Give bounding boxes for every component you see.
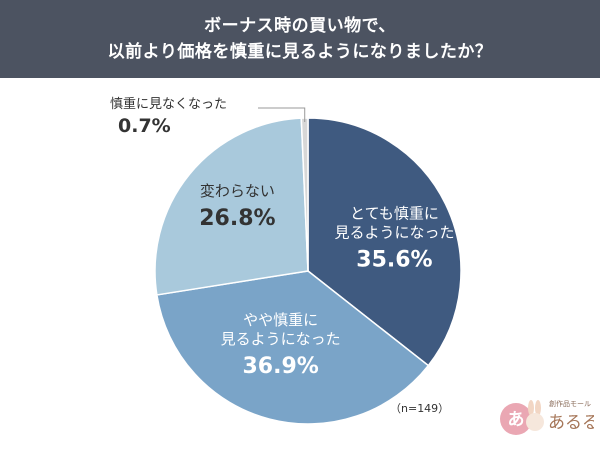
slice-percent-label: 0.7% [118,115,171,137]
title-line-2: 以前より価格を慎重に見るようになりましたか？ [107,42,493,62]
logo-badge-icon [500,403,532,435]
pie-slice [154,117,309,296]
slice-label: やや慎重に [243,311,318,329]
slice-label: 慎重に見なくなった [110,96,227,112]
chart-title: ボーナス時の買い物で、 以前より価格を慎重に見るようになりましたか？ [0,0,600,78]
pie-slice [156,270,430,425]
logo-small-text: 創作品モール [549,399,591,408]
pie-chart: とても慎重に見るようになった35.6%やや慎重に見るようになった36.9%変わら… [110,96,462,425]
logo-badge-char: あ [508,410,525,430]
slice-percent-label: 26.8% [199,206,275,231]
slice-label: 見るようになった [221,330,341,348]
slice-percent-label: 36.9% [242,354,318,379]
slice-label: とても慎重に [350,205,439,223]
rabbit-ear-icon [528,400,534,416]
slice-percent-label: 35.6% [356,248,432,273]
rabbit-ear-icon [535,400,541,416]
pie-slice [307,117,462,367]
slice-label: 見るようになった [334,224,454,242]
sample-size-note: （n=149） [390,402,450,415]
rabbit-face-icon [526,413,544,431]
title-line-1: ボーナス時の買い物で、 [204,16,396,36]
leader-line [258,107,306,123]
pie-chart-area: とても慎重に 見るようになった 35.6% やや慎重に 見るようになった 36.9% 変わら… [0,78,600,450]
brand-logo: あ 創作品モール あるる [498,392,599,442]
logo-brand-text: あるる [548,413,594,433]
slice-label: 変わらない [200,182,275,200]
